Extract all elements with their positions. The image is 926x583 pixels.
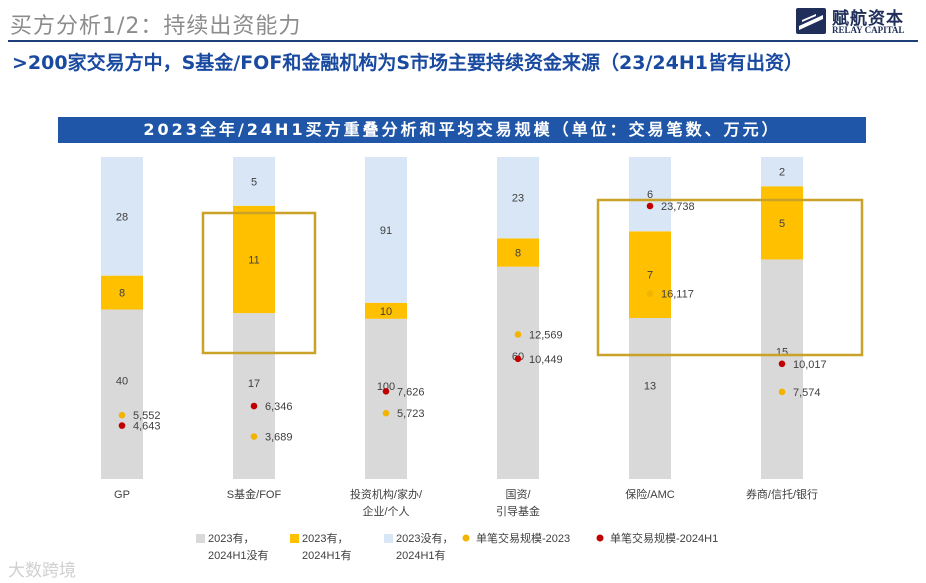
- dot-2024h1: [118, 422, 126, 429]
- bar-value-label: 23: [512, 193, 524, 205]
- dot-value-label: 6,346: [265, 401, 293, 413]
- bar-segment-1: [233, 313, 275, 479]
- dot-value-label: 10,017: [793, 359, 827, 371]
- legend-label: 单笔交易规模-2024H1: [610, 531, 718, 545]
- bar-segment-3: [761, 157, 803, 187]
- category-label: S基金/FOF: [227, 487, 282, 501]
- bar-segment-1: [761, 259, 803, 479]
- legend-dot: [462, 534, 470, 542]
- bar-value-label: 8: [515, 248, 521, 260]
- chart-title: 2023全年/24H1买方重叠分析和平均交易规模（单位：交易笔数、万元）: [58, 117, 866, 143]
- bar-segment-2: [233, 205, 275, 314]
- bar-value-label: 5: [251, 176, 257, 188]
- dot-2023: [514, 331, 522, 338]
- bar-value-label: 11: [248, 254, 259, 266]
- bar-value-label: 2: [779, 167, 785, 179]
- dot-2023: [778, 388, 786, 396]
- legend-label: 2023有，: [208, 531, 254, 545]
- legend-swatch: [290, 534, 299, 543]
- bar-value-label: 8: [119, 288, 125, 300]
- bar-segment-2: [365, 302, 407, 319]
- bar-segment-1: [497, 266, 539, 479]
- dot-2024h1: [250, 402, 258, 410]
- logo-name-cn: 赋航资本: [832, 9, 904, 29]
- legend-label: 2024H1有: [302, 548, 352, 562]
- dot-value-label: 12,569: [529, 329, 563, 341]
- bar-value-label: 7: [647, 270, 653, 282]
- bar-value-label: 40: [116, 376, 128, 388]
- title-divider: [8, 40, 918, 42]
- bar-segment-2: [497, 238, 539, 267]
- bar-segment-3: [233, 157, 275, 206]
- legend-swatch: [384, 534, 393, 543]
- dot-2024h1: [646, 202, 654, 210]
- bar-value-label: 91: [380, 225, 392, 237]
- dot-2023: [118, 411, 126, 419]
- highlight-box: [596, 198, 864, 357]
- bar-value-label: 15: [776, 347, 788, 359]
- dot-2024h1: [514, 355, 522, 363]
- bar-segment-1: [101, 309, 143, 479]
- dot-value-label: 7,626: [397, 386, 425, 398]
- dot-value-label: 23,738: [661, 201, 695, 213]
- page-title: 买方分析1/2：持续出资能力: [10, 14, 302, 39]
- category-label: 投资机构/家办/: [350, 487, 423, 501]
- bar-value-label: 6: [647, 189, 653, 201]
- category-label: 国资/: [505, 488, 531, 501]
- dot-value-label: 3,689: [265, 432, 293, 444]
- category-label: 券商/信托/银行: [746, 487, 818, 501]
- bar-segment-2: [101, 275, 143, 310]
- dot-value-label: 4,643: [133, 421, 161, 433]
- bar-segment-1: [629, 318, 671, 479]
- highlight-box: [201, 211, 317, 355]
- bar-segment-3: [365, 157, 407, 303]
- logo-name-en: RELAY CAPITAL: [832, 25, 905, 35]
- bar-segment-1: [365, 318, 407, 479]
- dot-2024h1: [778, 360, 786, 368]
- dot-2024h1: [382, 388, 390, 395]
- dot-value-label: 7,574: [793, 387, 821, 399]
- legend-swatch: [196, 534, 205, 543]
- category-label: 企业/个人: [362, 504, 409, 518]
- bar-segment-3: [497, 157, 539, 239]
- dot-2023: [382, 409, 390, 417]
- bar-value-label: 17: [248, 378, 260, 390]
- legend-dot: [596, 534, 604, 542]
- bar-value-label: 13: [644, 381, 656, 393]
- legend-label: 2024H1有: [396, 548, 446, 562]
- logo-mark-icon: [796, 8, 826, 34]
- dot-value-label: 16,117: [661, 289, 694, 301]
- bar-segment-3: [101, 157, 143, 276]
- bar-value-label: 5: [779, 218, 785, 230]
- legend-label: 2023有，: [302, 531, 348, 545]
- dot-value-label: 10,449: [529, 354, 563, 366]
- bar-segment-2: [629, 231, 671, 318]
- bar-value-label: 100: [377, 381, 395, 393]
- legend-label: 单笔交易规模-2023: [476, 531, 570, 545]
- dot-2023: [646, 290, 654, 297]
- category-label: 保险/AMC: [625, 487, 675, 501]
- dot-value-label: 5,552: [133, 410, 161, 422]
- bar-segment-3: [629, 157, 671, 232]
- bar-segment-2: [761, 186, 803, 260]
- legend-label: 2023没有，: [396, 531, 453, 545]
- bar-value-label: 10: [380, 306, 392, 318]
- bar-value-label: 28: [116, 211, 128, 223]
- category-label: 引导基金: [496, 504, 540, 518]
- headline: >200家交易方中，S基金/FOF和金融机构为S市场主要持续资金来源（23/24…: [12, 52, 803, 74]
- category-label: GP: [114, 489, 130, 501]
- brand-logo: 赋航资本 RELAY CAPITAL: [796, 4, 920, 40]
- dot-value-label: 5,723: [397, 408, 425, 420]
- dot-2023: [250, 433, 258, 440]
- legend-label: 2024H1没有: [208, 548, 269, 562]
- watermark: 大数跨境: [8, 561, 76, 581]
